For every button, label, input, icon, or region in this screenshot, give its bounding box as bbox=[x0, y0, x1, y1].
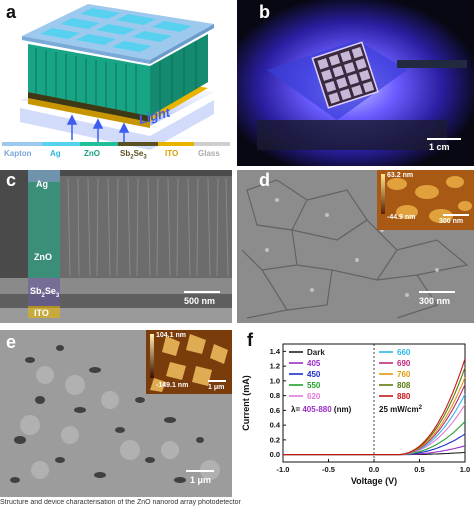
y-tick-label: 0.4 bbox=[270, 421, 281, 430]
cross-section-sem bbox=[0, 170, 232, 323]
x-tick-label: 0.5 bbox=[414, 465, 424, 474]
x-tick-label: 1.0 bbox=[460, 465, 470, 474]
y-tick-label: 1.4 bbox=[270, 347, 281, 356]
figure-caption: Structure and device characterisation of… bbox=[0, 499, 241, 506]
panel-label-c: c bbox=[6, 170, 17, 190]
legend-label-808: 808 bbox=[397, 381, 411, 390]
panel-c: c Ag ZnO Sb2Se3 ITO 500 nm bbox=[0, 170, 232, 323]
y-tick-label: 1.0 bbox=[270, 376, 280, 385]
ag-grid bbox=[40, 8, 192, 52]
afm-max-e: 104.1 nm bbox=[156, 332, 186, 339]
intensity-annotation: 25 mW/cm2 bbox=[379, 405, 423, 414]
scale-bar-e bbox=[186, 470, 214, 472]
x-tick-label: 0.0 bbox=[369, 465, 379, 474]
panel-e: e 104.1 nm -149.1 nm 1 μm 1 μm bbox=[0, 330, 232, 497]
panel-b: b 1 cm bbox=[237, 0, 474, 166]
scale-bar-c bbox=[184, 291, 220, 293]
layer-label-ag: Ag bbox=[36, 179, 48, 189]
legend-label-660: 660 bbox=[397, 348, 411, 357]
afm-inset-d: 63.2 nm -44.9 nm 300 nm bbox=[377, 170, 474, 230]
scale-label-b: 1 cm bbox=[429, 142, 450, 152]
scale-bar-d bbox=[419, 291, 455, 293]
legend-label-880: 880 bbox=[397, 392, 411, 401]
afm-scale-d: 300 nm bbox=[439, 218, 464, 225]
scale-label-c: 500 nm bbox=[184, 296, 216, 306]
device-photo bbox=[237, 0, 474, 166]
afm-min-d: -44.9 nm bbox=[387, 214, 416, 221]
layer-legend: Kapton Ag ZnO Sb2Se3 ITO Glass bbox=[2, 142, 232, 162]
y-tick-label: 0.6 bbox=[270, 406, 280, 415]
legend-label-690: 690 bbox=[397, 359, 411, 368]
afm-inset-e: 104.1 nm -149.1 nm 1 μm bbox=[146, 330, 232, 394]
y-axis-label: Current (mA) bbox=[241, 375, 251, 431]
legend-label-760: 760 bbox=[397, 370, 411, 379]
wavelength-annotation: λ= 405-880 (nm) bbox=[291, 405, 352, 414]
panel-label-a: a bbox=[6, 2, 17, 22]
y-tick-label: 0.8 bbox=[270, 391, 280, 400]
legend-ag: Ag bbox=[50, 149, 61, 158]
y-tick-label: 0.0 bbox=[270, 450, 280, 459]
scale-bar-b bbox=[427, 138, 461, 140]
legend-kapton: Kapton bbox=[4, 149, 32, 158]
legend-glass: Glass bbox=[198, 149, 220, 158]
legend-sb2se3: Sb2Se3 bbox=[120, 149, 147, 161]
legend-label-450: 450 bbox=[307, 370, 321, 379]
scale-label-d: 300 nm bbox=[419, 296, 451, 306]
layer-label-sb2se3: Sb2Se3 bbox=[30, 286, 60, 299]
legend-label-dark: Dark bbox=[307, 348, 325, 357]
panel-f: f -1.0 -0.5 0.0 0.5 1.0 0.0 0.2 0.4 0.6 0.8 1.0 1.2… bbox=[237, 330, 474, 497]
iv-chart: -1.0 -0.5 0.0 0.5 1.0 0.0 0.2 0.4 0.6 0.8 1.0 1.2 1.… bbox=[241, 343, 470, 486]
panel-label-f: f bbox=[247, 330, 253, 350]
y-tick-label: 0.2 bbox=[270, 435, 280, 444]
device-schematic: Light bbox=[20, 4, 214, 150]
afm-max-d: 63.2 nm bbox=[387, 172, 414, 179]
panel-d: d 63.2 nm -44.9 nm 300 nm 300 nm bbox=[237, 170, 474, 323]
x-tick-label: -0.5 bbox=[322, 465, 335, 474]
x-tick-label: -1.0 bbox=[277, 465, 290, 474]
scale-label-e: 1 μm bbox=[190, 475, 212, 485]
legend-zno: ZnO bbox=[84, 149, 100, 158]
layer-label-ito: ITO bbox=[34, 308, 49, 318]
device-sample bbox=[311, 41, 379, 109]
x-axis-label: Voltage (V) bbox=[351, 476, 397, 486]
legend-label-550: 550 bbox=[307, 381, 321, 390]
legend-ito: ITO bbox=[165, 149, 179, 158]
light-arrows bbox=[66, 114, 130, 146]
layer-label-zno: ZnO bbox=[34, 252, 52, 262]
panel-label-b: b bbox=[259, 2, 270, 22]
legend-label-620: 620 bbox=[307, 392, 321, 401]
iv-curve-880 bbox=[283, 358, 466, 456]
afm-min-e: -149.1 nm bbox=[156, 382, 189, 389]
panel-label-d: d bbox=[259, 170, 270, 190]
panel-a: Light a Kapton Ag ZnO Sb2Se3 ITO Glass bbox=[0, 0, 232, 166]
legend-label-405: 405 bbox=[307, 359, 321, 368]
panel-label-e: e bbox=[6, 332, 17, 352]
zno-layer bbox=[28, 44, 150, 116]
afm-scale-e: 1 μm bbox=[208, 384, 225, 391]
y-tick-label: 1.2 bbox=[270, 362, 280, 371]
